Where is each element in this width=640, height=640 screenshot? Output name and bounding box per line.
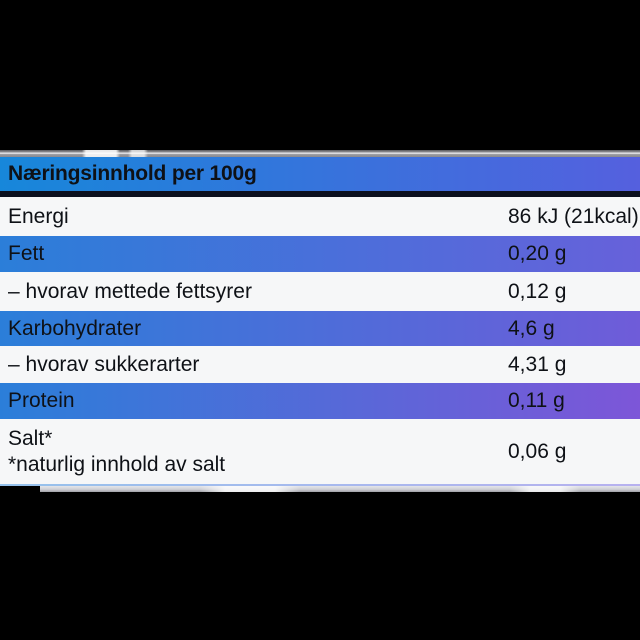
row-value: 0,11 g [508,389,565,412]
row-salt: Salt* *naturlig innhold av salt 0,06 g [0,419,640,484]
header-divider [0,191,640,197]
row-label: – hvorav sukkerarter [8,352,200,376]
row-value: 0,20 g [508,242,567,265]
nutrition-label: Næringsinnhold per 100g Energi 86 kJ (21… [0,150,640,492]
row-label: Energi [8,204,69,228]
row-value: 86 kJ (21kcal) [508,204,639,228]
row-label: Fett [8,242,45,265]
row-energi: Energi 86 kJ (21kcal) [0,197,640,236]
table-bottom-border [0,484,640,486]
label-bottom-edge [40,486,640,492]
nutrition-table-header: Næringsinnhold per 100g [0,157,640,191]
row-fett: Fett 0,20 g [0,236,640,272]
row-value: 4,6 g [508,316,555,340]
row-sukkerarter: – hvorav sukkerarter 4,31 g [0,346,640,383]
row-label: – hvorav mettede fettsyrer [8,279,252,303]
row-value: 0,06 g [508,439,567,463]
label-top-edge [0,150,640,157]
row-label: Protein [8,389,75,412]
row-label: Salt* *naturlig innhold av salt [8,426,225,478]
nutrition-table-title: Næringsinnhold per 100g [8,162,257,185]
row-label: Karbohydrater [8,316,142,340]
row-value: 0,12 g [508,279,567,303]
salt-footnote: *naturlig innhold av salt [8,452,226,476]
row-mettede-fettsyrer: – hvorav mettede fettsyrer 0,12 g [0,272,640,311]
salt-label: Salt* [8,426,53,450]
row-karbohydrater: Karbohydrater 4,6 g [0,311,640,346]
row-protein: Protein 0,11 g [0,383,640,419]
row-value: 4,31 g [508,352,567,376]
